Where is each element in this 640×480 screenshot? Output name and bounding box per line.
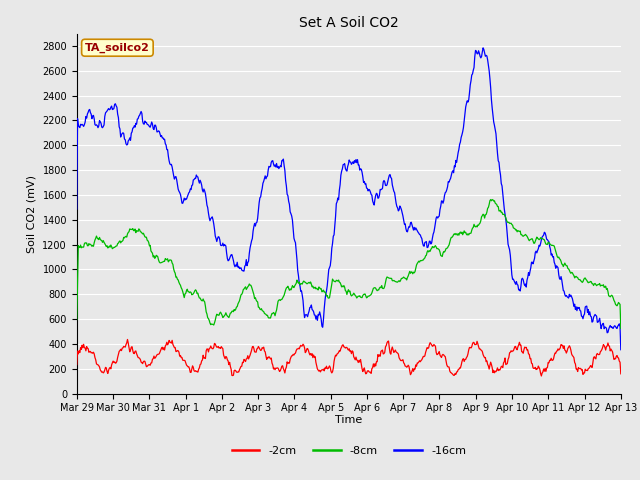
- Title: Set A Soil CO2: Set A Soil CO2: [299, 16, 399, 30]
- X-axis label: Time: Time: [335, 415, 362, 425]
- Legend: -2cm, -8cm, -16cm: -2cm, -8cm, -16cm: [227, 441, 470, 460]
- Y-axis label: Soil CO2 (mV): Soil CO2 (mV): [27, 175, 36, 252]
- Text: TA_soilco2: TA_soilco2: [85, 43, 150, 53]
